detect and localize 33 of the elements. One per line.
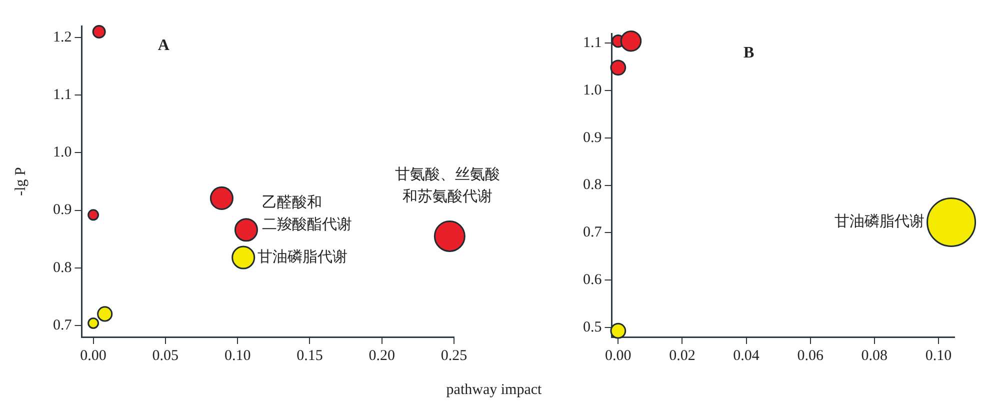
y-tick-label: 1.0 [53, 144, 72, 161]
x-tick-label: 0.02 [669, 348, 696, 364]
y-tick-label: 0.8 [583, 177, 602, 194]
y-tick-label: 0.7 [583, 224, 602, 241]
x-tick-label: 0.04 [733, 348, 760, 364]
x-tick-label: 0.10 [925, 348, 952, 364]
annotation: 甘氨酸、丝氨酸和苏氨酸代谢 [395, 165, 500, 206]
x-tick-label: 0.20 [368, 348, 395, 364]
x-tick-label: 0.25 [440, 348, 468, 364]
y-tick-label: 0.6 [583, 272, 602, 288]
x-tick-label: 0.00 [80, 348, 106, 364]
x-tick-label: 0.05 [152, 348, 179, 364]
y-tick-label: 0.9 [583, 130, 602, 146]
y-tick-label: 1.2 [53, 29, 72, 46]
y-tick-label: 0.5 [583, 319, 602, 336]
text: A [158, 37, 170, 54]
x-tick-label: 0.08 [861, 348, 888, 364]
y-tick-label: 0.9 [53, 202, 72, 218]
y-tick-label: 1.0 [583, 82, 602, 98]
x-axis-title: pathway impact [445, 382, 543, 399]
x-tick-label: 0.06 [797, 348, 824, 364]
y-axis-title: -lg P [12, 167, 29, 196]
text: B [744, 44, 755, 62]
y-tick-label: 1.1 [583, 34, 602, 51]
annotation: 乙醛酸和二羧酸酯代谢 [262, 192, 352, 233]
y-tick-label: 1.1 [53, 87, 72, 104]
x-tick-label: 0.10 [224, 348, 251, 364]
annotation: 甘油磷脂代谢 [834, 212, 924, 230]
y-tick-label: 0.8 [53, 260, 72, 276]
x-tick-label: 0.15 [296, 348, 323, 364]
y-tick-label: 0.7 [53, 317, 72, 334]
annotation: 甘油磷脂代谢 [257, 247, 348, 266]
x-tick-label: 0.00 [605, 348, 632, 364]
